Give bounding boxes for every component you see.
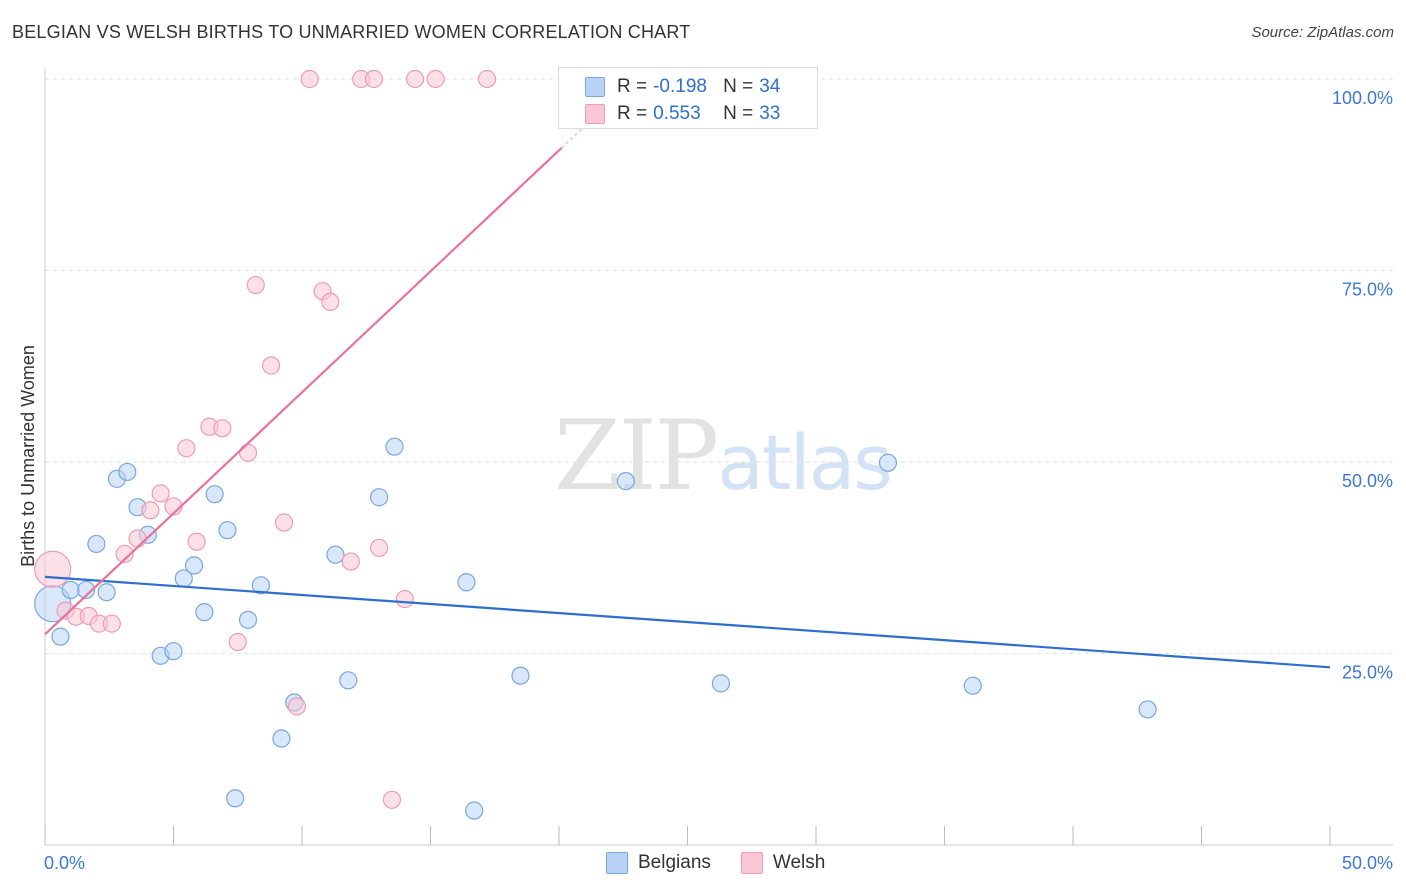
belgians-point (218, 521, 237, 540)
belgians-point (205, 485, 224, 504)
welsh-point (213, 419, 232, 438)
y-tick-label: 25.0% (1342, 663, 1393, 683)
n-label: N = (723, 103, 754, 124)
series-legend: Belgians Welsh (606, 852, 855, 874)
welsh-trend-extension (561, 118, 593, 149)
welsh-point (102, 614, 121, 633)
belgians-point (195, 603, 214, 622)
correlation-legend: R = -0.198 N = 34 R = 0.553 N = 33 (558, 67, 818, 129)
belgians-point (616, 472, 635, 491)
welsh-point (246, 275, 265, 295)
welsh-point (405, 69, 425, 89)
x-tick-label: 50.0% (1342, 853, 1393, 873)
welsh-point (341, 552, 360, 571)
y-axis-label: Births to Unmarried Women (18, 345, 38, 567)
belgians-point (963, 676, 982, 695)
welsh-point (228, 632, 247, 652)
legend-row-belgians: R = -0.198 N = 34 (585, 76, 780, 98)
chart-title: BELGIAN VS WELSH BIRTHS TO UNMARRIED WOM… (12, 22, 691, 42)
welsh-trend-line (44, 147, 563, 636)
belgians-point (511, 666, 530, 685)
welsh-point (115, 544, 134, 564)
y-tick-label: 50.0% (1342, 471, 1393, 491)
belgians-point (457, 573, 476, 592)
welsh-n-value: 33 (759, 103, 781, 124)
belgians-point (226, 789, 245, 808)
belgians-legend-label: Belgians (638, 852, 711, 873)
belgians-point (251, 576, 270, 595)
welsh-point (34, 550, 72, 588)
belgians-point (711, 674, 731, 693)
welsh-point (274, 513, 294, 532)
welsh-legend-swatch (740, 852, 763, 874)
welsh-point (300, 69, 319, 89)
belgians-point (184, 556, 204, 575)
legend-item-belgians[interactable]: Belgians (606, 852, 711, 874)
legend-row-welsh: R = 0.553 N = 33 (585, 103, 780, 125)
belgians-swatch (585, 77, 605, 97)
welsh-point (370, 538, 389, 557)
welsh-point (287, 697, 306, 716)
belgians-point (77, 580, 96, 600)
welsh-point (262, 356, 281, 375)
belgians-point (1138, 700, 1157, 719)
belgians-point (339, 671, 358, 690)
welsh-point (151, 484, 170, 503)
welsh-swatch (585, 104, 605, 124)
belgians-n-value: 34 (759, 76, 781, 97)
belgians-point (164, 642, 183, 661)
belgians-point (465, 801, 484, 820)
r-label: R = (617, 103, 648, 124)
x-tick-label: 0.0% (44, 853, 85, 873)
belgians-point (51, 627, 70, 646)
welsh-r-value: 0.553 (653, 103, 701, 124)
belgians-point (272, 729, 291, 748)
belgians-point (238, 610, 258, 629)
welsh-point (177, 439, 196, 458)
welsh-point (364, 69, 384, 89)
belgians-point (97, 583, 116, 602)
belgians-trend-line (44, 575, 1331, 669)
belgians-point (385, 437, 404, 456)
belgians-point (878, 453, 898, 472)
belgians-point (370, 488, 389, 507)
y-tick-label: 100.0% (1332, 88, 1393, 108)
welsh-point (477, 69, 497, 89)
watermark-zip: ZIP (554, 400, 719, 512)
welsh-point (141, 501, 160, 520)
belgians-r-value: -0.198 (653, 76, 707, 97)
belgians-point (61, 580, 80, 600)
welsh-point (321, 292, 340, 312)
welsh-point (395, 590, 414, 609)
source-credit: Source: ZipAtlas.com (1251, 24, 1394, 41)
welsh-legend-label: Welsh (772, 852, 826, 873)
n-label: N = (723, 76, 754, 97)
welsh-point (382, 790, 402, 809)
r-label: R = (617, 76, 648, 97)
legend-item-welsh[interactable]: Welsh (740, 852, 826, 874)
belgians-point (326, 545, 345, 564)
belgians-point (87, 534, 106, 554)
welsh-point (426, 69, 445, 89)
welsh-point (128, 529, 147, 548)
welsh-point (238, 443, 258, 462)
y-tick-label: 75.0% (1342, 280, 1393, 300)
welsh-point (187, 532, 206, 551)
belgians-point (118, 462, 137, 482)
belgians-legend-swatch (606, 852, 628, 874)
